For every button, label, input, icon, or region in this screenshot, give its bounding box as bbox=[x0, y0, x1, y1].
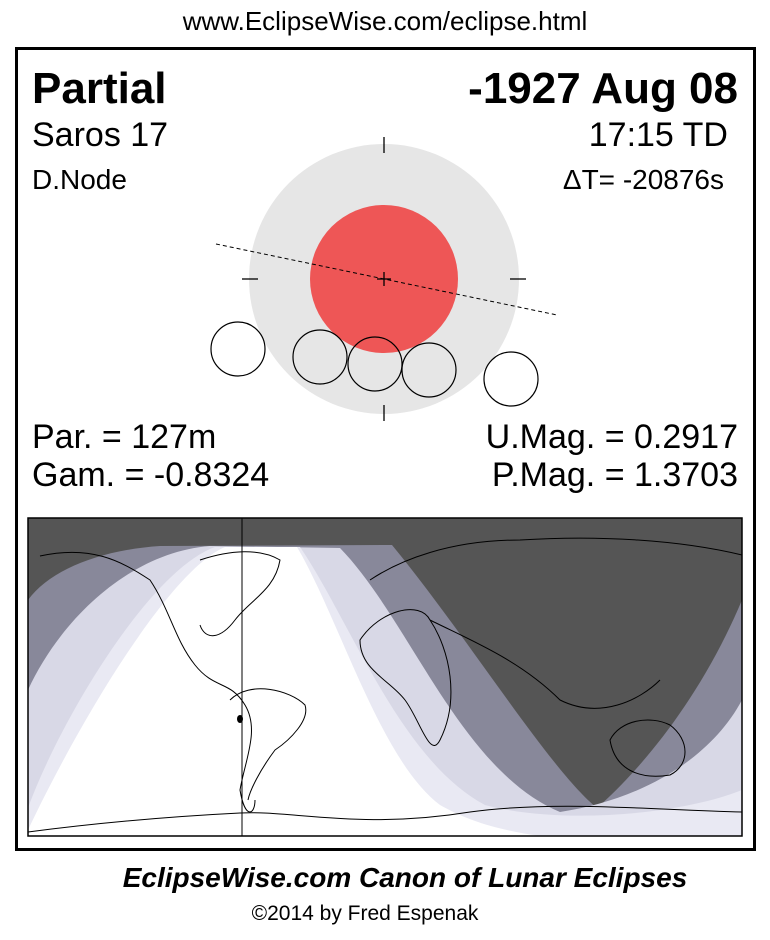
greatest-eclipse-point bbox=[237, 715, 243, 723]
penumbral-magnitude: P.Mag. = 1.3703 bbox=[491, 456, 738, 494]
moon-positions bbox=[210, 321, 539, 407]
eclipse-date: -1927 Aug 08 bbox=[468, 64, 738, 113]
moon-p1 bbox=[210, 321, 266, 377]
axis-ticks bbox=[242, 137, 526, 421]
eclipse-frame bbox=[15, 47, 756, 851]
visibility-map bbox=[27, 517, 743, 837]
footer-copyright: ©2014 by Fred Espenak bbox=[251, 902, 479, 925]
band-visible bbox=[28, 547, 540, 836]
moon-u1 bbox=[292, 329, 348, 385]
moon-u4 bbox=[401, 342, 457, 398]
partial-duration: Par. = 127m bbox=[32, 418, 217, 456]
delta-t: ΔT= -20876s bbox=[562, 164, 724, 195]
eclipse-type: Partial bbox=[32, 64, 167, 113]
coastlines bbox=[27, 537, 743, 833]
footer-title: EclipseWise.com Canon of Lunar Eclipses bbox=[122, 862, 688, 893]
map-border bbox=[27, 517, 743, 837]
moon-greatest bbox=[347, 336, 403, 392]
gamma: Gam. = -0.8324 bbox=[32, 456, 270, 494]
umbral-magnitude: U.Mag. = 0.2917 bbox=[485, 418, 738, 456]
ecliptic-line bbox=[215, 243, 558, 316]
moon-p4 bbox=[483, 351, 539, 407]
node-label: D.Node bbox=[32, 164, 127, 195]
header-url: www.EclipseWise.com/eclipse.html bbox=[182, 6, 588, 36]
eclipse-time: 17:15 TD bbox=[588, 116, 728, 154]
saros-number: Saros 17 bbox=[32, 116, 169, 154]
